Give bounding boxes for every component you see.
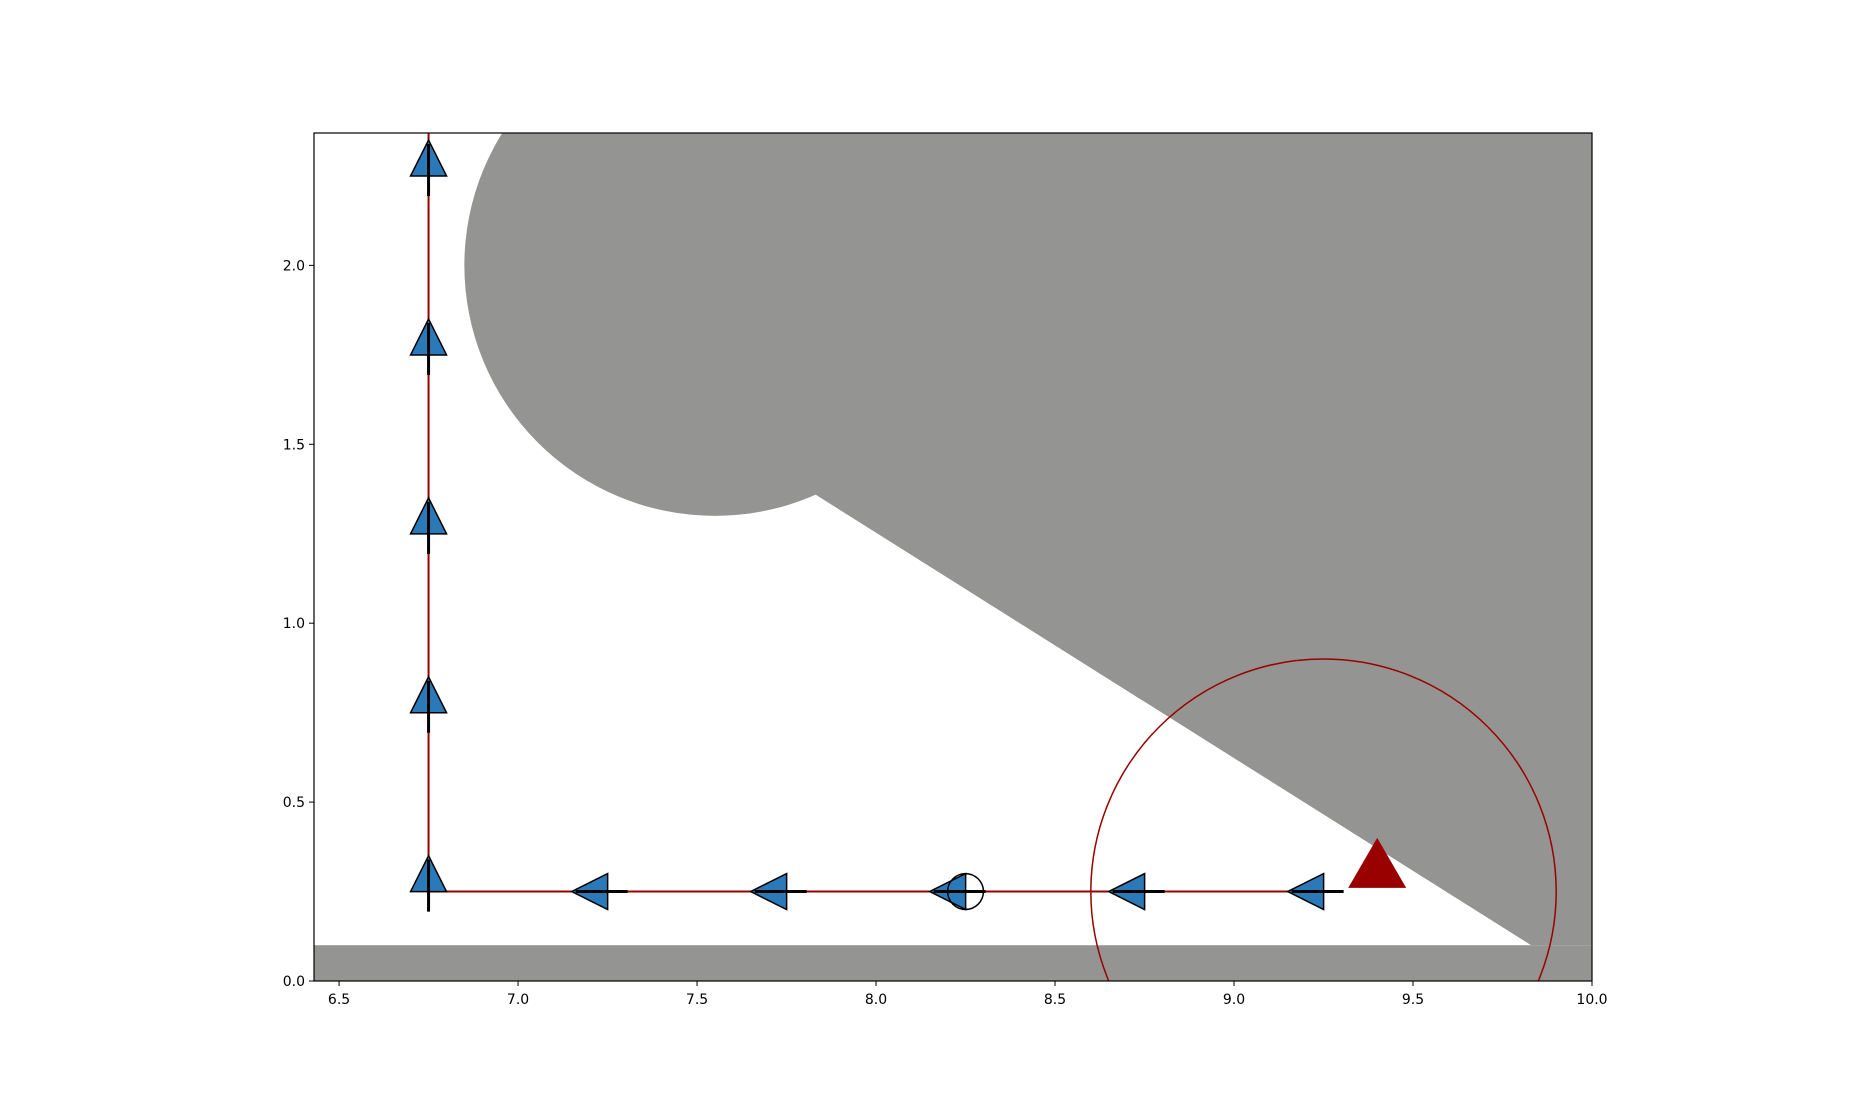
round-obstacle (464, 133, 966, 516)
y-tick-label: 0.5 (283, 795, 305, 811)
pose-marker (1285, 872, 1344, 911)
x-tick-label: 9.0 (1223, 992, 1245, 1008)
y-axis: 0.0 0.5 1.0 1.5 2.0 (283, 258, 314, 990)
pose-marker (569, 872, 628, 911)
pose-marker (409, 853, 448, 912)
x-tick-label: 8.0 (865, 992, 887, 1008)
x-tick-label: 9.5 (1402, 992, 1424, 1008)
pose-marker (409, 496, 448, 554)
goal-marker-layer (946, 837, 1407, 911)
plot-frame (313, 132, 1593, 982)
pose-marker (409, 675, 448, 733)
y-tick-label: 1.5 (283, 437, 305, 453)
goal-marker (1348, 837, 1407, 888)
y-tick-label: 2.0 (283, 258, 305, 274)
pose-marker (409, 317, 448, 375)
x-axis: 6.5 7.0 7.5 8.0 8.5 9.0 9.5 10.0 (328, 981, 1608, 1008)
y-tick-label: 1.0 (283, 616, 305, 632)
pose-marker (409, 138, 448, 197)
obstacle-layer (314, 133, 1592, 981)
pose-marker (1106, 872, 1165, 911)
x-tick-label: 7.0 (507, 992, 529, 1008)
x-tick-label: 8.5 (1044, 992, 1066, 1008)
floor-obstacle (314, 945, 1592, 981)
pose-marker-layer (409, 138, 1344, 912)
x-tick-label: 7.5 (686, 992, 708, 1008)
x-tick-label: 6.5 (328, 992, 350, 1008)
current-position-marker (946, 872, 985, 911)
y-tick-label: 0.0 (283, 974, 305, 990)
pose-marker (748, 872, 807, 911)
x-tick-label: 10.0 (1576, 992, 1607, 1008)
